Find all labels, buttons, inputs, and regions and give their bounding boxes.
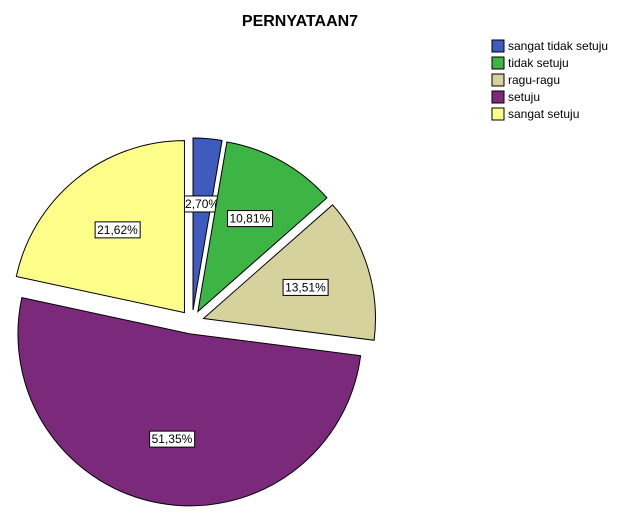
legend-label: setuju <box>508 90 540 104</box>
legend-swatch <box>491 73 505 87</box>
data-label: 10,81% <box>226 210 274 228</box>
legend-swatch <box>491 107 505 121</box>
chart-title: PERNYATAAN7 <box>242 13 358 30</box>
data-label: 2,70% <box>182 195 222 213</box>
label-box <box>282 278 329 296</box>
pie-slice <box>192 137 223 311</box>
legend-swatch <box>491 90 505 104</box>
label-box <box>94 221 141 239</box>
label-box <box>226 210 274 228</box>
pie-slice <box>202 204 376 341</box>
pie-slice <box>17 297 362 507</box>
legend-label: sangat tidak setuju <box>508 39 608 53</box>
legend-label: tidak setuju <box>508 56 569 70</box>
legend-swatch <box>491 39 505 53</box>
label-text: 10,81% <box>229 212 270 226</box>
legend-swatch <box>491 56 505 70</box>
label-text: 13,51% <box>285 280 326 294</box>
label-text: 21,62% <box>97 223 138 237</box>
data-label: 21,62% <box>94 221 141 239</box>
legend-label: sangat setuju <box>508 107 579 121</box>
label-text: 2,70% <box>185 197 219 211</box>
data-label: 13,51% <box>282 278 329 296</box>
data-label: 51,35% <box>149 430 196 448</box>
label-text: 51,35% <box>152 432 193 446</box>
label-box <box>149 430 196 448</box>
legend-label: ragu-ragu <box>508 73 560 87</box>
